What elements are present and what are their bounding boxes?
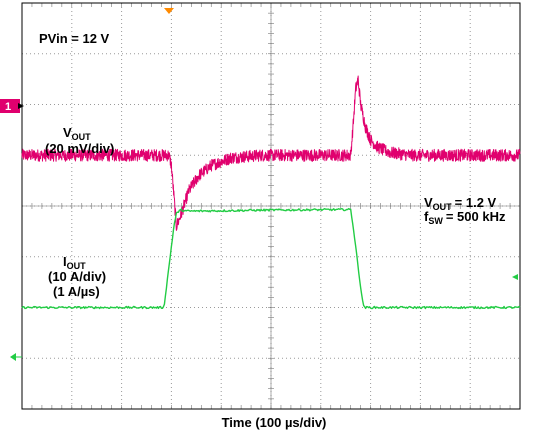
iout-trace	[21, 207, 521, 310]
vout-label: VOUT	[63, 125, 91, 142]
iout-label-sub: OUT	[67, 261, 87, 271]
fsw-annotation: fSW = 500 kHz	[424, 209, 506, 226]
ch1-marker-box	[0, 99, 20, 113]
center-ticks	[21, 2, 521, 410]
vout-setting-value: = 1.2 V	[455, 195, 497, 210]
iout-slew-label: (1 A/µs)	[53, 284, 100, 299]
traces	[21, 75, 521, 310]
x-axis-label: Time (100 µs/div)	[222, 415, 327, 430]
fsw-main: f	[424, 209, 429, 224]
fsw-value: = 500 kHz	[446, 209, 506, 224]
vout-setting-main: V	[424, 195, 433, 210]
ch2-arrow-icon	[10, 353, 16, 361]
fsw-sub: SW	[428, 216, 443, 226]
vout-setting-annotation: VOUT = 1.2 V	[424, 195, 497, 212]
vout-trace	[21, 75, 521, 231]
vout-setting-sub: OUT	[433, 202, 453, 212]
ch1-arrow-icon	[18, 103, 24, 109]
iout-label: IOUT	[63, 254, 86, 271]
ch2-ref-arrow-icon	[512, 274, 518, 280]
vout-label-main: V	[63, 125, 72, 140]
ch1-marker-label: 1	[5, 101, 11, 113]
plot-frame	[21, 2, 521, 410]
iout-label-main: I	[63, 254, 67, 269]
vout-label-sub: OUT	[72, 132, 92, 142]
pvin-annotation: PVin = 12 V	[39, 31, 110, 46]
trigger-marker-icon	[164, 8, 174, 14]
vout-scale-label: (20 mV/div)	[45, 141, 114, 156]
iout-scale-label: (10 A/div)	[48, 269, 106, 284]
